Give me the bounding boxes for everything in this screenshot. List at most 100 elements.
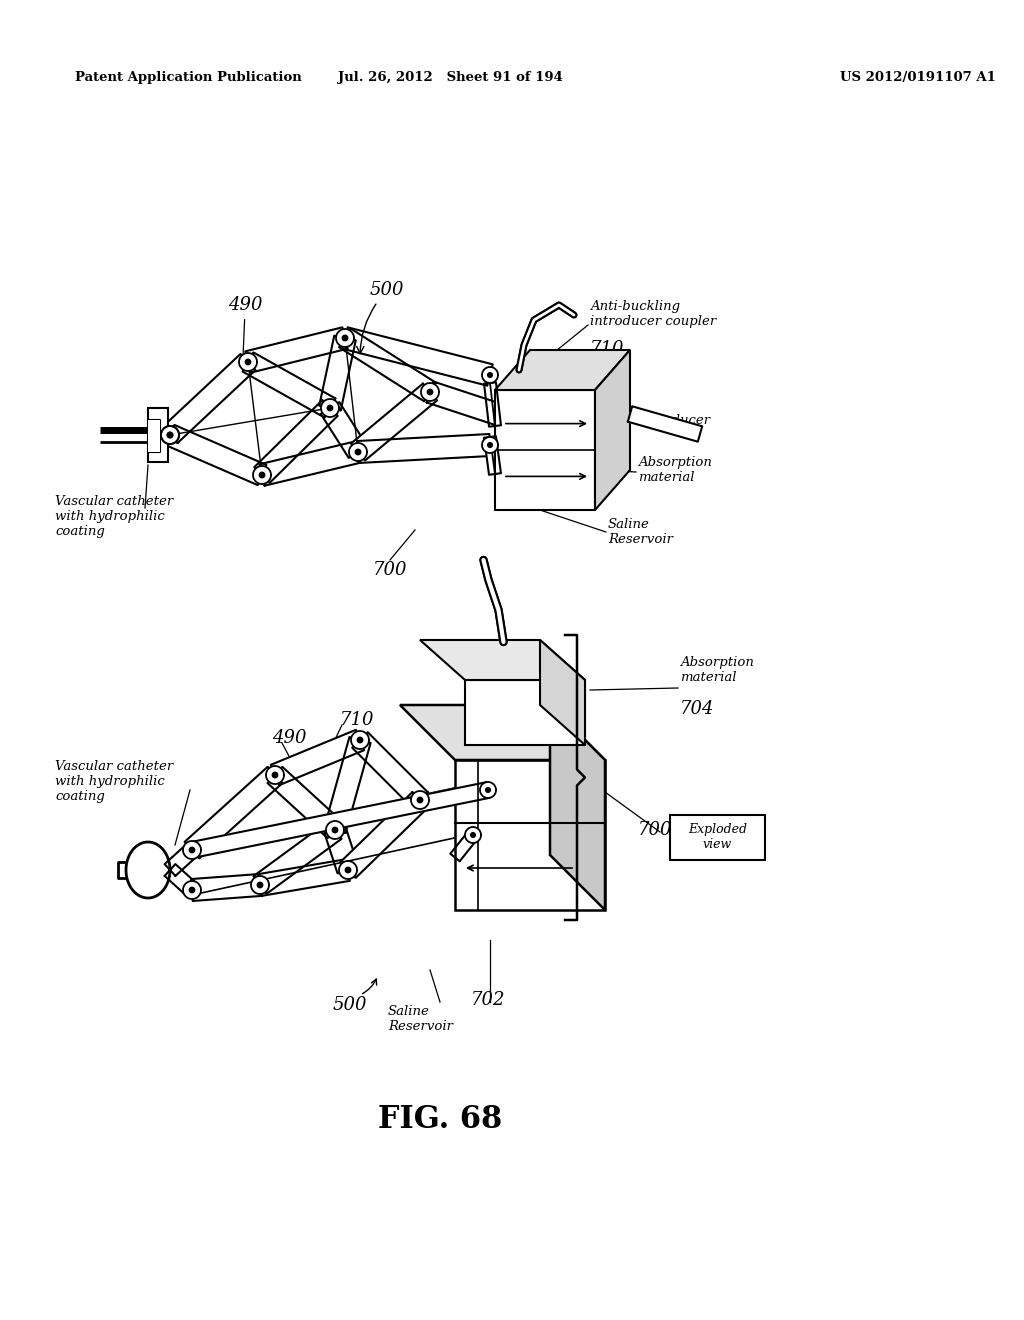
Polygon shape [148,408,168,462]
Polygon shape [455,760,605,909]
Polygon shape [340,792,428,878]
Polygon shape [465,680,585,744]
Polygon shape [420,640,585,680]
Polygon shape [254,821,342,894]
Polygon shape [351,731,369,748]
Polygon shape [191,874,261,902]
Text: 700: 700 [373,561,408,579]
Polygon shape [495,389,595,510]
Polygon shape [319,335,355,411]
Polygon shape [148,420,160,451]
Polygon shape [161,426,179,444]
Polygon shape [421,383,439,401]
Text: 490: 490 [272,729,306,747]
Polygon shape [259,441,360,486]
Text: 710: 710 [340,711,375,729]
Polygon shape [342,334,348,342]
Polygon shape [167,432,173,438]
Polygon shape [356,737,364,743]
Text: US 2012/0191107 A1: US 2012/0191107 A1 [840,71,996,84]
Text: Vascular catheter
with hydrophilic
coating: Vascular catheter with hydrophilic coati… [55,495,173,539]
Polygon shape [270,730,365,785]
Polygon shape [540,640,585,744]
Text: FIG. 68: FIG. 68 [378,1105,502,1135]
Text: Exploded
view: Exploded view [688,824,746,851]
Polygon shape [259,471,265,478]
Polygon shape [480,781,496,799]
Polygon shape [183,841,201,859]
Polygon shape [184,767,283,858]
Polygon shape [465,828,481,843]
Polygon shape [417,796,423,804]
Polygon shape [167,432,173,438]
Polygon shape [325,737,371,833]
Text: Absorption
material: Absorption material [638,455,712,484]
Polygon shape [485,787,492,793]
Polygon shape [251,876,269,894]
Polygon shape [271,772,279,779]
Polygon shape [354,449,361,455]
Polygon shape [190,783,489,858]
Polygon shape [411,791,429,809]
Polygon shape [321,403,368,458]
Polygon shape [628,407,702,442]
Polygon shape [342,327,493,385]
Polygon shape [163,354,256,444]
Polygon shape [188,846,196,854]
Text: 490: 490 [228,296,262,354]
Polygon shape [427,381,504,425]
Polygon shape [258,859,350,896]
Polygon shape [482,437,498,453]
Polygon shape [246,327,347,372]
Text: Jul. 26, 2012   Sheet 91 of 194: Jul. 26, 2012 Sheet 91 of 194 [338,71,562,84]
Polygon shape [339,861,357,879]
Polygon shape [243,352,336,417]
Text: 500: 500 [356,281,404,354]
Polygon shape [257,882,263,888]
Polygon shape [336,329,354,347]
Text: Anti-buckling
introducer coupler: Anti-buckling introducer coupler [590,300,716,327]
Polygon shape [550,705,605,909]
Polygon shape [451,832,477,861]
Text: Introducer: Introducer [638,413,710,426]
Polygon shape [495,350,630,389]
Polygon shape [266,766,284,784]
Text: 702: 702 [471,991,505,1008]
Text: Saline
Reservoir: Saline Reservoir [388,1005,453,1034]
Polygon shape [325,826,358,874]
Polygon shape [321,399,339,417]
Polygon shape [487,442,493,447]
Polygon shape [267,767,342,838]
Polygon shape [161,426,179,444]
Polygon shape [327,405,334,412]
Polygon shape [349,444,367,461]
Text: 700: 700 [638,821,673,840]
Polygon shape [254,400,338,483]
Polygon shape [400,705,605,760]
Polygon shape [130,846,166,894]
Polygon shape [253,466,271,484]
Polygon shape [487,372,493,378]
Text: Patent Application Publication: Patent Application Publication [75,71,302,84]
Polygon shape [357,434,490,463]
Polygon shape [188,887,196,894]
Polygon shape [484,383,501,426]
Text: Absorption
material: Absorption material [680,656,754,684]
Text: Vascular catheter
with hydrophilic
coating: Vascular catheter with hydrophilic coati… [55,760,173,803]
Polygon shape [165,865,198,896]
Text: 500: 500 [333,997,368,1014]
Polygon shape [352,733,428,808]
Polygon shape [326,821,344,840]
Text: 704: 704 [680,700,715,718]
Polygon shape [484,436,501,475]
Polygon shape [183,880,201,899]
Polygon shape [454,784,489,804]
Polygon shape [166,425,266,484]
Polygon shape [351,384,437,461]
Polygon shape [345,867,351,874]
Polygon shape [245,359,252,366]
Polygon shape [427,388,433,396]
Text: Saline
Reservoir: Saline Reservoir [608,517,673,546]
Polygon shape [339,329,436,401]
Polygon shape [670,814,765,861]
